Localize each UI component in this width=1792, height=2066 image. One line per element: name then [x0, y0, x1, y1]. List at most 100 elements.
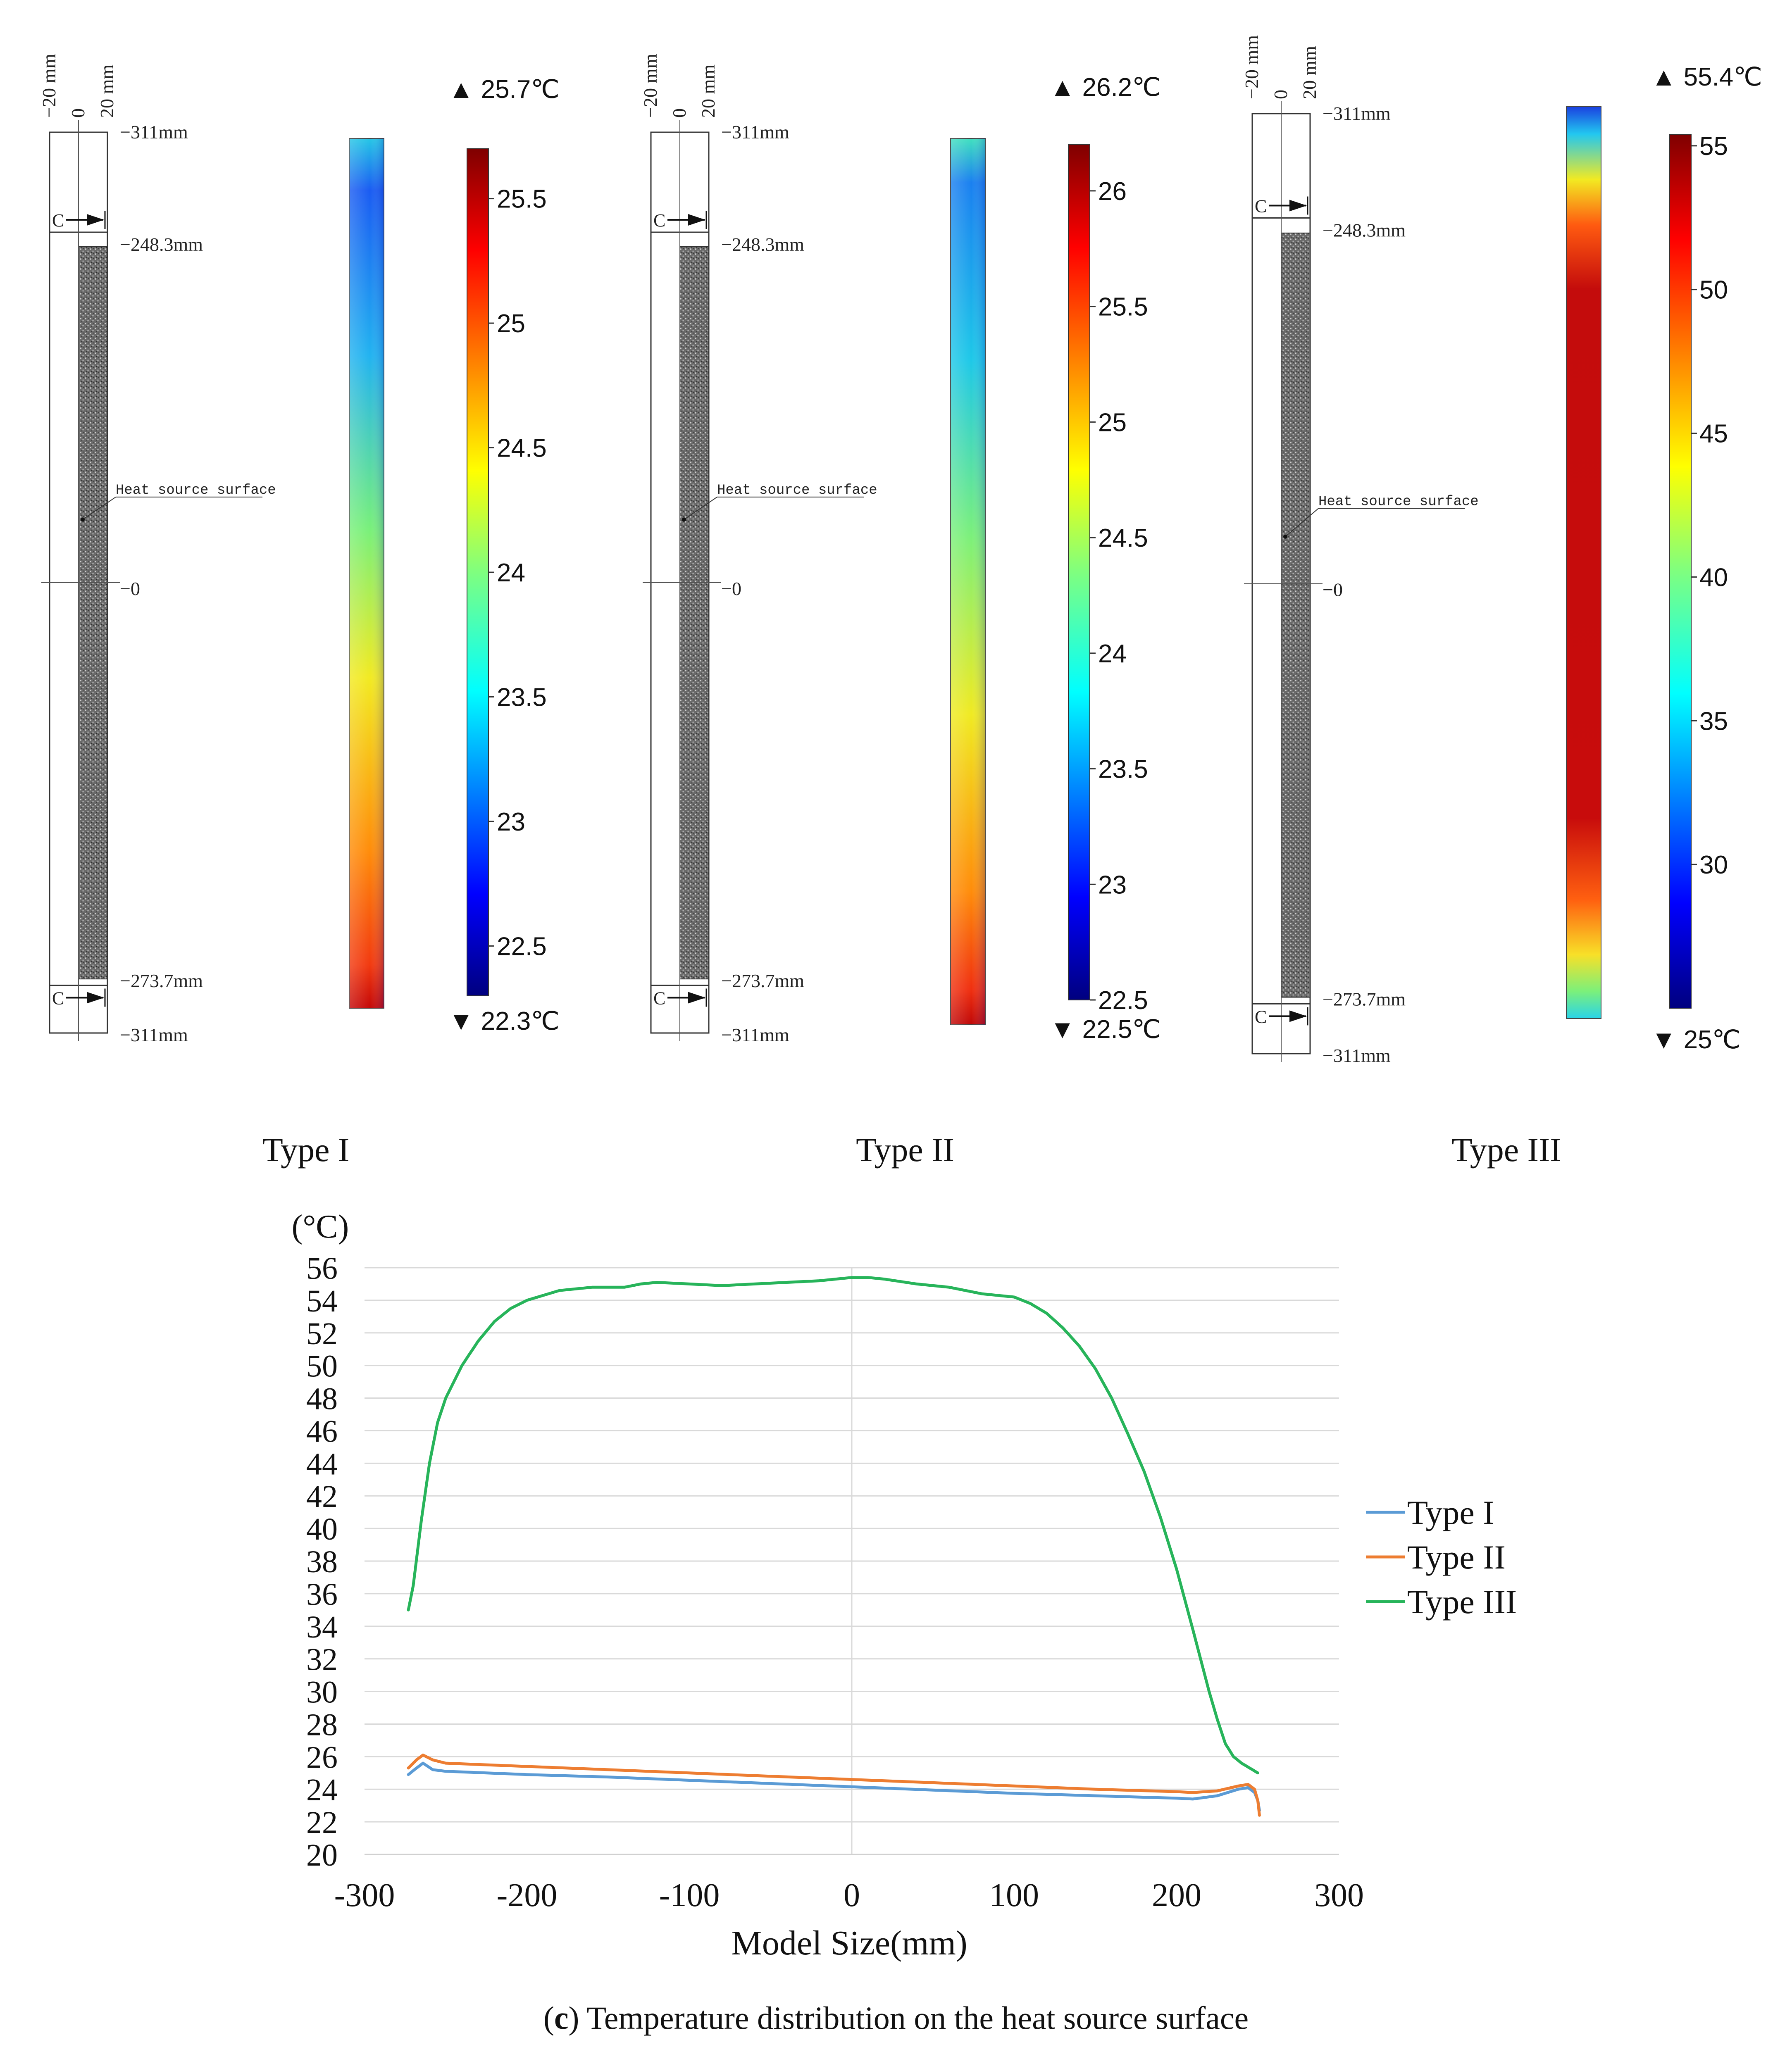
y-tick-label: 22: [306, 1805, 338, 1840]
colorbar-tick-label: 23: [497, 808, 525, 836]
dim-bottom: −311mm: [120, 1024, 188, 1045]
colorbar-tick-label: 24.5: [1098, 524, 1148, 552]
caption-close: ): [568, 2000, 579, 2036]
panel-type-1: −20 mm 0 20 mm−311mm−248.3mm−0−273.7mm−311…: [38, 54, 560, 1169]
dim-top: −311mm: [1323, 103, 1391, 124]
field-strip: [1566, 106, 1601, 1019]
colorbar-tick-label: 35: [1699, 707, 1728, 735]
heat-source-region: [1281, 232, 1311, 998]
caption-text: Temperature distribution on the heat sou…: [579, 2000, 1249, 2036]
section-label: C: [1255, 1007, 1267, 1027]
min-temperature-label: ▼ 25℃: [1651, 1026, 1741, 1054]
colorbar-tick-label: 25: [1098, 408, 1127, 437]
colorbar-tick-label: 50: [1699, 276, 1728, 305]
figure-caption: (c) Temperature distribution on the heat…: [543, 2000, 1249, 2036]
section-arrow-head: [87, 214, 104, 226]
max-temperature-label: ▲ 25.7℃: [448, 75, 560, 104]
y-tick-label: 30: [306, 1675, 338, 1710]
colorbar-gradient: [467, 148, 489, 996]
colorbar-tick-label: 23.5: [497, 683, 547, 712]
y-tick-label: 36: [306, 1577, 338, 1612]
y-tick-label: 40: [306, 1512, 338, 1547]
y-tick-label: 26: [306, 1740, 338, 1775]
surface-point: [81, 517, 85, 522]
dim-lower: −273.7mm: [120, 970, 203, 991]
y-tick-label: 32: [306, 1642, 338, 1677]
colorbar-tick-label: 22.5: [1098, 986, 1148, 1015]
section-label: C: [653, 988, 665, 1008]
field-strip-shade: [951, 138, 985, 1025]
section-label: C: [1255, 196, 1267, 217]
section-label: C: [52, 210, 64, 231]
x-axis-title: Model Size(mm): [731, 1924, 967, 1962]
x-tick-label: 100: [989, 1877, 1039, 1914]
surface-leader: [82, 497, 116, 520]
colorbar: 25.5 25 24.5 24 23.5 23 22.5 ▲ 25.7℃ ▼ 22.3℃: [448, 75, 560, 1035]
y-tick-label: 46: [306, 1414, 338, 1449]
temperature-field: [950, 138, 986, 1025]
max-temperature-label: ▲ 26.2℃: [1050, 73, 1161, 102]
section-arrow-head: [688, 214, 705, 226]
temperature-field: [1566, 106, 1601, 1019]
surface-label: Heat source surface: [1318, 494, 1479, 510]
x-tick-label: 300: [1314, 1877, 1364, 1914]
series-line-type-ii: [407, 1753, 1261, 1817]
dim-zero: −0: [721, 578, 741, 599]
min-temperature-label: ▼ 22.3℃: [448, 1007, 560, 1035]
legend-label: Type III: [1407, 1583, 1517, 1621]
colorbar: 26 25.5 25 24.5 24 23.5 23 22.5 ▲ 26.2℃ ▼ 22.5℃: [1050, 73, 1161, 1044]
colorbar-tick-label: 22.5: [497, 932, 547, 961]
dim-zero: −0: [120, 578, 140, 599]
y-tick-label: 42: [306, 1479, 338, 1514]
section-marker-upper: C: [653, 210, 707, 231]
heatmap-panels: −20 mm 0 20 mm−311mm−248.3mm−0−273.7mm−311…: [38, 35, 1762, 1169]
surface-label: Heat source surface: [717, 483, 877, 498]
series-line-type-i: [407, 1761, 1261, 1812]
y-tick-label: 44: [306, 1447, 338, 1481]
heat-source-region: [78, 246, 108, 980]
dim-upper: −248.3mm: [1323, 220, 1406, 241]
x-tick-neg: −20 mm: [1241, 35, 1262, 99]
surface-point: [1283, 534, 1287, 539]
colorbar-tick-label: 55: [1699, 132, 1728, 161]
surface-leader: [1285, 508, 1319, 537]
dim-lower: −273.7mm: [721, 970, 804, 991]
y-unit-label: (°C): [292, 1209, 349, 1245]
dim-zero: −0: [1323, 579, 1343, 600]
colorbar-tick-label: 25.5: [497, 185, 547, 214]
gridlines: [365, 1267, 1339, 1855]
colorbar-tick-label: 24.5: [497, 434, 547, 463]
section-marker-upper: C: [52, 210, 106, 231]
x-tick-label: -100: [659, 1877, 720, 1914]
schematic: −20 mm 0 20 mm−311mm−248.3mm−0−273.7mm−311…: [640, 54, 877, 1045]
section-label: C: [52, 988, 64, 1008]
caption-letter: c: [554, 2000, 569, 2036]
y-tick-label: 24: [306, 1773, 338, 1807]
section-marker-upper: C: [1255, 196, 1308, 217]
field-strip-shade: [349, 138, 384, 1008]
dim-upper: −248.3mm: [120, 234, 203, 255]
section-arrow-head: [1289, 1010, 1307, 1022]
panel-type-3: −20 mm 0 20 mm−311mm−248.3mm−0−273.7mm−311…: [1241, 35, 1762, 1169]
x-tick-pos: 20 mm: [96, 64, 117, 118]
colorbar-tick-label: 25.5: [1098, 293, 1148, 321]
schematic: −20 mm 0 20 mm−311mm−248.3mm−0−273.7mm−311…: [38, 54, 276, 1045]
x-tick-neg: −20 mm: [38, 54, 60, 118]
legend-label: Type II: [1407, 1538, 1506, 1576]
y-tick-label: 56: [306, 1251, 338, 1286]
surface-label: Heat source surface: [116, 483, 276, 498]
x-tick-label: -300: [334, 1877, 395, 1914]
y-tick-label: 54: [306, 1284, 338, 1319]
dim-top: −311mm: [120, 121, 188, 143]
y-tick-label: 50: [306, 1349, 338, 1384]
min-temperature-label: ▼ 22.5℃: [1050, 1015, 1161, 1044]
section-marker-lower: C: [1255, 1007, 1308, 1027]
schematic: −20 mm 0 20 mm−311mm−248.3mm−0−273.7mm−311…: [1241, 35, 1479, 1066]
max-temperature-label: ▲ 55.4℃: [1651, 63, 1762, 91]
colorbar-tick-label: 23.5: [1098, 755, 1148, 784]
y-tick-label: 34: [306, 1610, 338, 1645]
colorbar-tick-label: 30: [1699, 851, 1728, 879]
section-arrow-head: [1289, 200, 1307, 212]
section-arrow-head: [688, 992, 705, 1004]
